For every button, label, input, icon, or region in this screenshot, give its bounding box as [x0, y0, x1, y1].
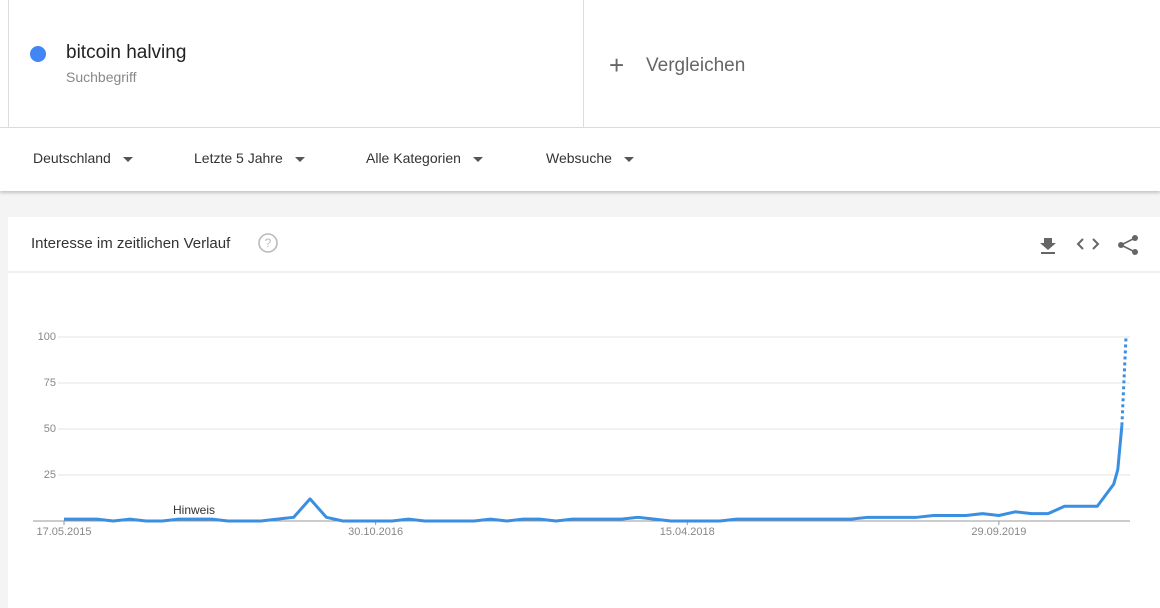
- filter-label: Alle Kategorien: [366, 150, 461, 166]
- download-icon[interactable]: [1040, 238, 1056, 254]
- x-tick-label: 15.04.2018: [660, 526, 715, 538]
- filter-label: Websuche: [546, 150, 612, 166]
- share-icon[interactable]: [1118, 235, 1138, 255]
- y-tick-label: 50: [44, 423, 56, 435]
- embed-icon[interactable]: [1076, 238, 1100, 250]
- filter[interactable]: Letzte 5 Jahre: [194, 150, 305, 166]
- compare[interactable]: Vergleichen: [646, 55, 746, 76]
- help-mark: ?: [265, 236, 272, 250]
- term-type: Suchbegriff: [66, 69, 137, 85]
- help-icon[interactable]: [258, 233, 278, 253]
- search-header: bitcoin halving Suchbegriff + Vergleiche…: [0, 0, 1160, 128]
- filter[interactable]: Alle Kategorien: [366, 150, 483, 166]
- y-tick-label: 100: [38, 331, 56, 343]
- x-tick-label: 17.05.2015: [36, 526, 91, 538]
- filter[interactable]: Websuche: [546, 150, 634, 166]
- annotation: Hinweis: [173, 503, 215, 517]
- panel-title: Interesse im zeitlichen Verlauf: [31, 235, 231, 252]
- x-tick-label: 30.10.2016: [348, 526, 403, 538]
- panel: [8, 217, 1160, 608]
- term-dot: [30, 46, 46, 62]
- y-tick-label: 25: [44, 469, 56, 481]
- filter-label: Letzte 5 Jahre: [194, 150, 283, 166]
- y-tick-label: 75: [44, 377, 56, 389]
- x-tick-label: 29.09.2019: [971, 526, 1026, 538]
- filter-bar: [0, 128, 1160, 191]
- line-partial: [1120, 336, 1128, 426]
- term: bitcoin halving: [66, 42, 187, 63]
- filter[interactable]: Deutschland: [33, 150, 133, 166]
- plus-icon[interactable]: +: [609, 50, 625, 80]
- line: [64, 425, 1124, 523]
- term-box[interactable]: [8, 0, 584, 127]
- filter-label: Deutschland: [33, 150, 111, 166]
